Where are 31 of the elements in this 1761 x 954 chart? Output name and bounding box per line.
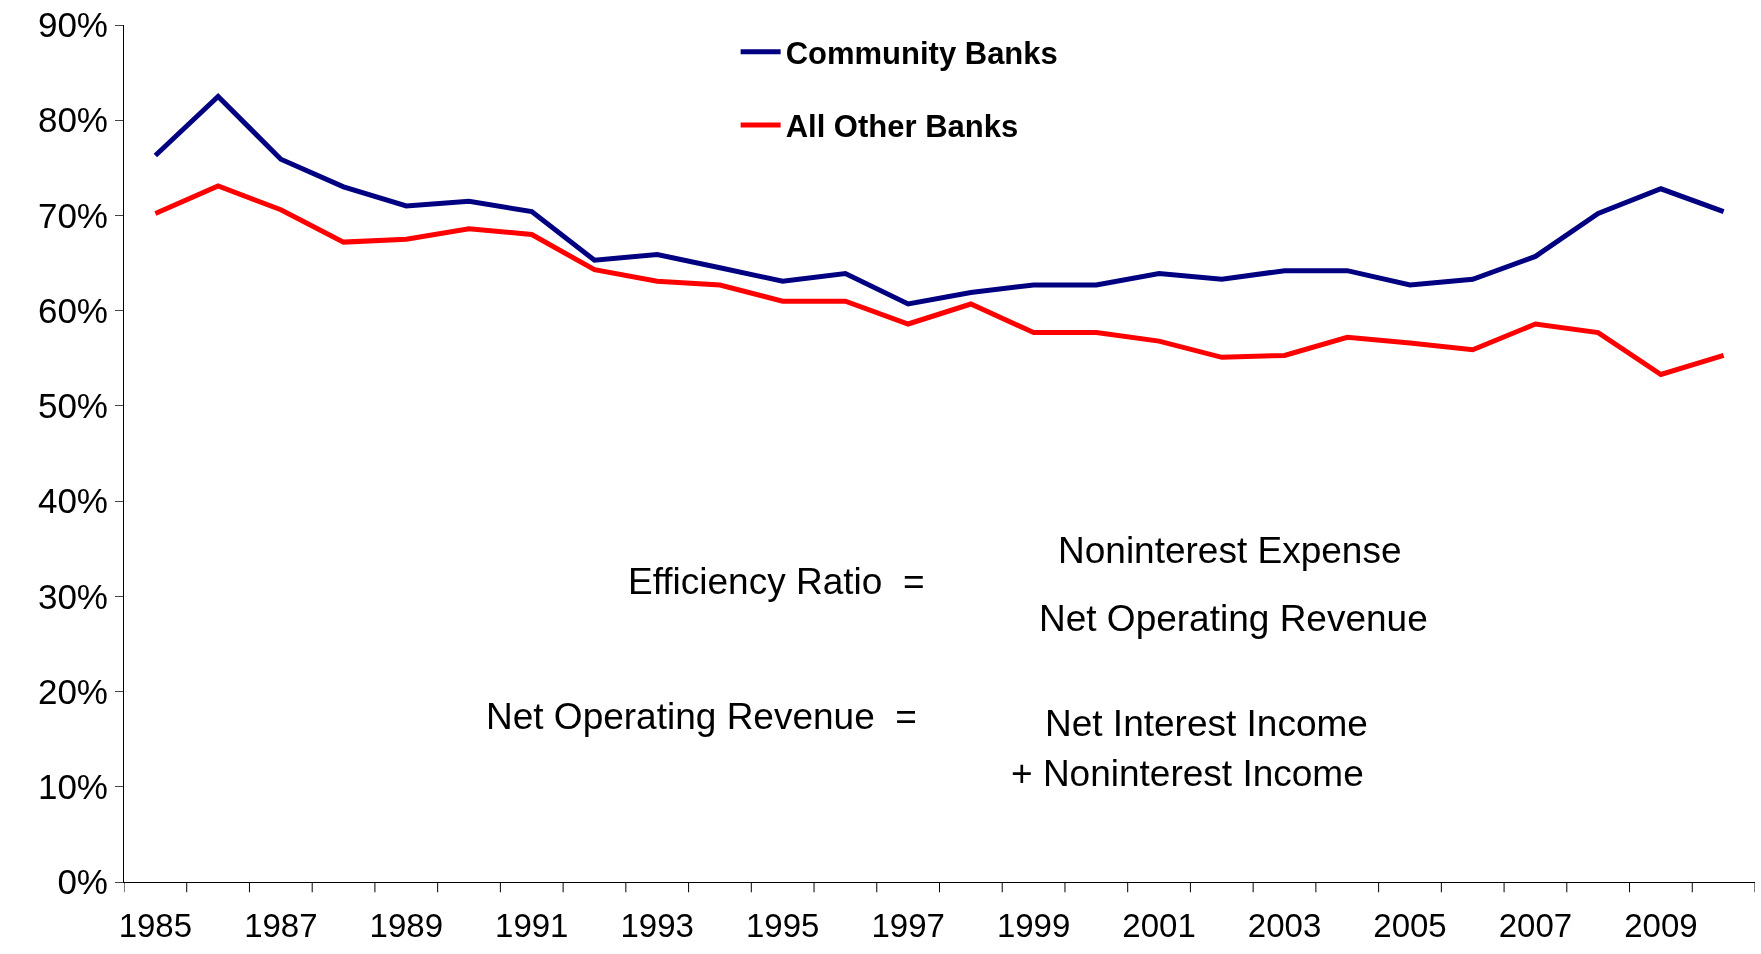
legend-label: Community Banks — [785, 35, 1058, 71]
y-tick-label: 90% — [37, 5, 108, 45]
x-tick-label: 1997 — [871, 906, 945, 944]
x-tick-label: 1995 — [745, 906, 820, 944]
annotation: Noninterest Expense — [1058, 530, 1402, 571]
annotation: Net Interest Income — [1045, 703, 1368, 744]
legend-label: All Other Banks — [785, 109, 1019, 145]
x-tick-label: 2001 — [1122, 906, 1196, 944]
x-tick-label: 1985 — [118, 906, 193, 944]
y-tick-label: 50% — [37, 386, 108, 426]
x-tick-label: 2007 — [1498, 906, 1573, 944]
annotation: Net Operating Revenue — [1039, 598, 1428, 639]
x-tick-label: 1991 — [495, 906, 569, 944]
y-tick-label: 20% — [37, 671, 108, 711]
y-tick-label: 70% — [37, 195, 108, 235]
y-tick-label: 30% — [37, 576, 108, 616]
y-tick-label: 0% — [57, 862, 108, 902]
y-tick-label: 40% — [37, 481, 108, 521]
x-tick-label: 2003 — [1247, 906, 1322, 944]
y-tick-label: 80% — [37, 100, 108, 140]
x-tick-label: 1989 — [369, 906, 443, 944]
x-tick-label: 1999 — [996, 906, 1071, 944]
x-tick-label: 1987 — [244, 906, 318, 944]
x-tick-label: 2009 — [1624, 906, 1698, 944]
x-tick-label: 1993 — [620, 906, 694, 944]
annotation: Efficiency Ratio = — [628, 561, 925, 602]
y-tick-label: 10% — [37, 767, 108, 807]
x-tick-label: 2005 — [1373, 906, 1447, 944]
annotation: Net Operating Revenue = — [486, 696, 917, 737]
annotation: + Noninterest Income — [1011, 753, 1364, 794]
y-tick-label: 60% — [37, 290, 108, 330]
